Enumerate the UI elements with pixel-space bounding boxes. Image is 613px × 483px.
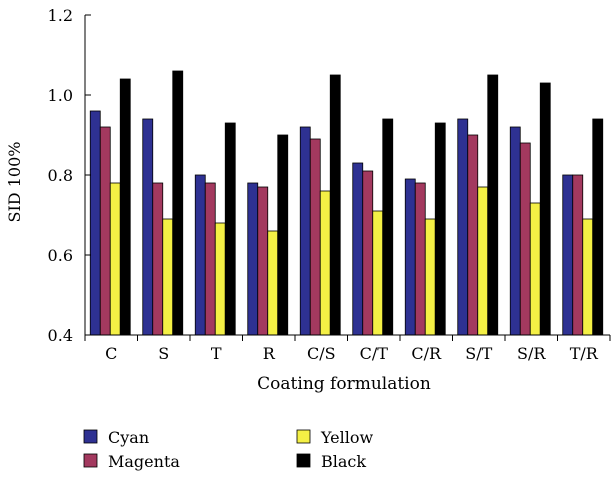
x-tick-label: C/S bbox=[307, 344, 336, 363]
bar-black-c-r bbox=[434, 122, 446, 336]
legend: Cyan Magenta Yellow Black bbox=[83, 428, 374, 471]
bar-black-s bbox=[172, 70, 184, 336]
bar-black-c-t bbox=[382, 118, 394, 336]
y-tick-label: 1.0 bbox=[48, 86, 73, 105]
x-tick-label: S/R bbox=[517, 344, 546, 363]
bar-cyan-c-t bbox=[352, 162, 364, 336]
bar-cyan-c bbox=[89, 110, 101, 336]
x-tick-label: T/R bbox=[570, 344, 599, 363]
axes: 0.4 0.6 0.8 1.0 1.2 C S T R C/S C/T C/R S/T S/R T/R bbox=[48, 6, 611, 363]
bar-yellow-s bbox=[162, 218, 174, 336]
bar-yellow-r bbox=[267, 230, 279, 336]
bar-black-s-r bbox=[539, 82, 551, 336]
bar-magenta-s-r bbox=[519, 142, 531, 336]
bar-cyan-s-r bbox=[509, 126, 521, 336]
bar-yellow-s-t bbox=[477, 186, 489, 336]
y-axis-title: SID 100% bbox=[5, 142, 24, 223]
y-tick-label: 0.6 bbox=[48, 246, 73, 265]
bar-magenta-c-t bbox=[362, 170, 374, 336]
bar-yellow-t bbox=[214, 222, 226, 336]
legend-label-yellow: Yellow bbox=[320, 428, 374, 447]
legend-label-magenta: Magenta bbox=[108, 452, 180, 471]
bar-magenta-c-r bbox=[414, 182, 426, 336]
bar-black-s-t bbox=[487, 74, 499, 336]
x-tick-label: C bbox=[105, 344, 117, 363]
legend-label-black: Black bbox=[321, 452, 366, 471]
y-tick-label: 0.4 bbox=[48, 326, 73, 345]
bar-cyan-c-r bbox=[404, 178, 416, 336]
bar-cyan-t-r bbox=[562, 174, 574, 336]
bar-magenta-s-t bbox=[467, 134, 479, 336]
bar-cyan-s-t bbox=[457, 118, 469, 336]
x-tick-label: S/T bbox=[465, 344, 492, 363]
y-tick-label: 1.2 bbox=[48, 6, 73, 25]
bar-magenta-r bbox=[257, 186, 269, 336]
x-axis-title: Coating formulation bbox=[257, 374, 431, 394]
bar-magenta-c-s bbox=[309, 138, 321, 336]
bar-magenta-t bbox=[204, 182, 216, 336]
legend-swatch-cyan bbox=[83, 429, 98, 444]
x-tick-label: S bbox=[158, 344, 169, 363]
bar-yellow-c-t bbox=[372, 210, 384, 336]
bar-yellow-c-r bbox=[424, 218, 436, 336]
bar-yellow-s-r bbox=[529, 202, 541, 336]
bar-black-c bbox=[119, 78, 131, 336]
x-tick-label: C/R bbox=[411, 344, 442, 363]
bar-black-t bbox=[224, 122, 236, 336]
bar-black-r bbox=[277, 134, 289, 336]
x-tick-label: C/T bbox=[360, 344, 389, 363]
legend-swatch-yellow bbox=[296, 429, 311, 444]
bar-magenta-s bbox=[152, 182, 164, 336]
legend-label-cyan: Cyan bbox=[108, 428, 149, 447]
plot-area bbox=[89, 70, 604, 336]
bar-yellow-c-s bbox=[319, 190, 331, 336]
y-tick-label: 0.8 bbox=[48, 166, 73, 185]
bar-cyan-r bbox=[247, 182, 259, 336]
legend-swatch-magenta bbox=[83, 453, 98, 468]
x-tick-label: R bbox=[263, 344, 276, 363]
bar-black-c-s bbox=[329, 74, 341, 336]
bar-yellow-t-r bbox=[582, 218, 594, 336]
x-tick-label: T bbox=[211, 344, 222, 363]
bar-cyan-s bbox=[142, 118, 154, 336]
legend-swatch-black bbox=[296, 453, 311, 468]
bar-black-t-r bbox=[592, 118, 604, 336]
bar-yellow-c bbox=[109, 182, 121, 336]
bar-cyan-c-s bbox=[299, 126, 311, 336]
bar-cyan-t bbox=[194, 174, 206, 336]
bar-magenta-c bbox=[99, 126, 111, 336]
bar-magenta-t-r bbox=[572, 174, 584, 336]
